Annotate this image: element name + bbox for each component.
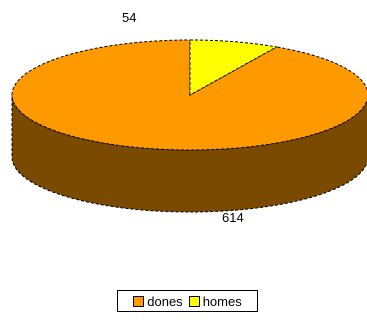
legend-item-homes: homes <box>188 293 242 309</box>
legend-label-homes: homes <box>202 293 242 309</box>
pie-slice-dones <box>11 39 367 151</box>
pie-top-group <box>11 39 367 151</box>
chart-legend: dones homes <box>117 290 258 312</box>
legend-item-dones: dones <box>133 293 183 309</box>
legend-label-dones: dones <box>147 293 183 309</box>
data-label-homes: 54 <box>122 10 136 25</box>
legend-swatch-dones <box>133 295 145 307</box>
legend-swatch-homes <box>188 295 200 307</box>
pie-slice-homes <box>189 39 279 96</box>
data-label-dones: 614 <box>222 210 244 225</box>
